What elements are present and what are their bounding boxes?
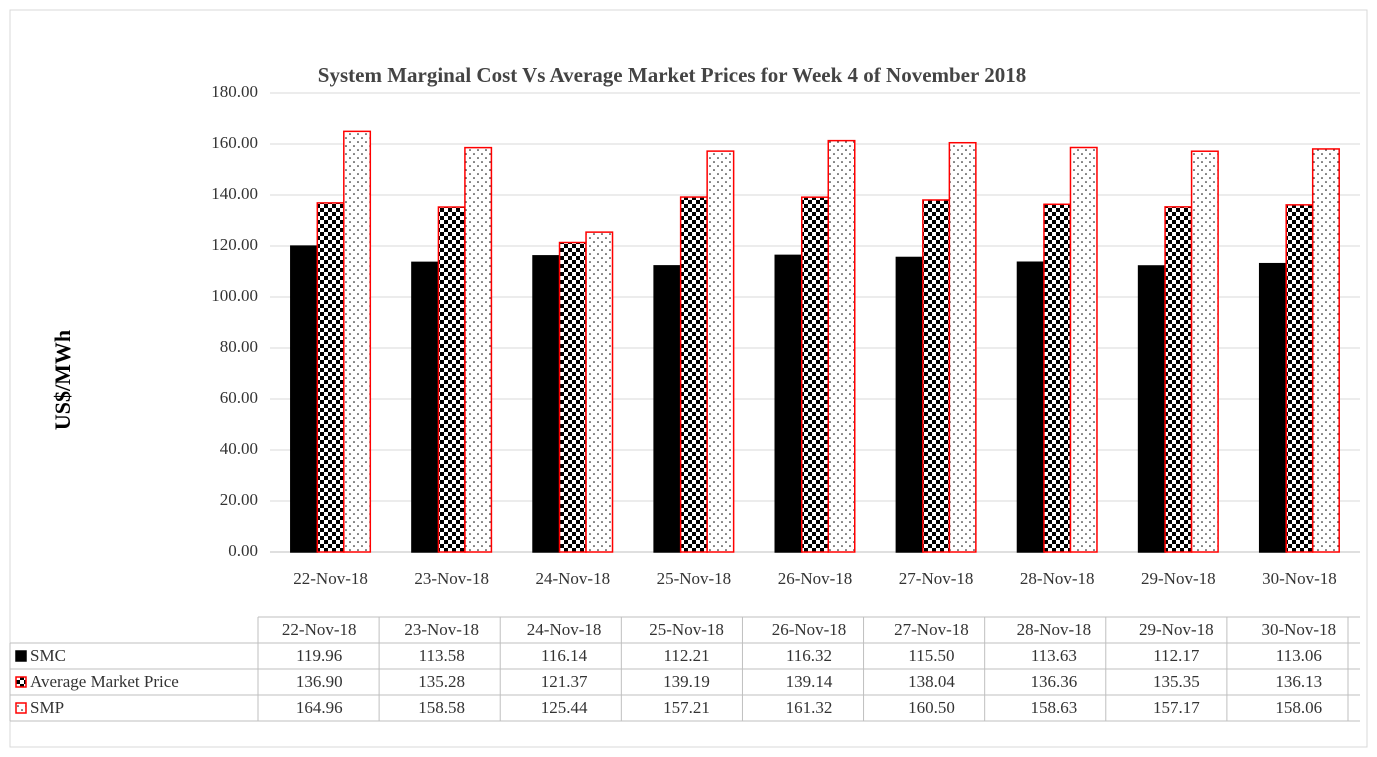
table-cell: 157.17 <box>1153 698 1200 717</box>
bar <box>1285 204 1314 553</box>
y-tick-label: 120.00 <box>211 235 258 254</box>
x-tick-label: 26-Nov-18 <box>778 569 853 588</box>
table-header: 30-Nov-18 <box>1261 620 1336 639</box>
table-cell: 116.14 <box>541 646 588 665</box>
bar <box>827 139 856 553</box>
table-header: 22-Nov-18 <box>282 620 357 639</box>
table-header: 25-Nov-18 <box>649 620 724 639</box>
bar <box>464 146 493 553</box>
bar <box>801 196 829 553</box>
bar <box>558 241 587 553</box>
table-header: 24-Nov-18 <box>527 620 602 639</box>
y-tick-label: 180.00 <box>211 82 258 101</box>
legend-key <box>15 702 27 714</box>
bar <box>1190 150 1219 553</box>
bar <box>1258 262 1287 553</box>
table-cell: 158.58 <box>418 698 465 717</box>
y-tick-label: 0.00 <box>228 541 258 560</box>
y-axis-label: US$/MWh <box>50 330 75 430</box>
table-cell: 113.63 <box>1031 646 1077 665</box>
x-tick-label: 25-Nov-18 <box>657 569 732 588</box>
y-tick-label: 140.00 <box>211 184 258 203</box>
table-cell: 161.32 <box>786 698 833 717</box>
bar <box>774 254 803 553</box>
table-cell: 135.28 <box>418 672 465 691</box>
bar <box>895 256 924 553</box>
x-tick-label: 22-Nov-18 <box>293 569 368 588</box>
bar <box>706 150 735 553</box>
table-header: 26-Nov-18 <box>772 620 847 639</box>
legend-label: SMP <box>30 698 64 717</box>
table-cell: 164.96 <box>296 698 343 717</box>
table-cell: 139.19 <box>663 672 710 691</box>
table-cell: 136.13 <box>1275 672 1322 691</box>
x-tick-label: 30-Nov-18 <box>1262 569 1337 588</box>
legend-label: SMC <box>30 646 66 665</box>
table-cell: 158.06 <box>1275 698 1322 717</box>
x-tick-label: 28-Nov-18 <box>1020 569 1095 588</box>
table-cell: 138.04 <box>908 672 955 691</box>
y-tick-label: 40.00 <box>220 439 258 458</box>
x-tick-label: 29-Nov-18 <box>1141 569 1216 588</box>
bar <box>437 206 466 553</box>
table-cell: 112.21 <box>663 646 709 665</box>
x-tick-label: 23-Nov-18 <box>414 569 489 588</box>
table-header: 29-Nov-18 <box>1139 620 1214 639</box>
table-cell: 119.96 <box>296 646 342 665</box>
table-cell: 116.32 <box>786 646 832 665</box>
legend-key <box>15 676 27 688</box>
bar <box>585 231 614 553</box>
bar <box>1069 146 1098 553</box>
y-tick-label: 60.00 <box>220 388 258 407</box>
table-header: 27-Nov-18 <box>894 620 969 639</box>
table-cell: 157.21 <box>663 698 710 717</box>
table-cell: 112.17 <box>1153 646 1200 665</box>
bar <box>1311 148 1340 553</box>
table-cell: 136.90 <box>296 672 343 691</box>
table-cell: 158.63 <box>1031 698 1078 717</box>
bar <box>948 141 977 553</box>
bar <box>411 261 440 553</box>
bar <box>532 255 561 553</box>
table-cell: 115.50 <box>908 646 954 665</box>
y-tick-label: 160.00 <box>211 133 258 152</box>
x-tick-label: 27-Nov-18 <box>899 569 974 588</box>
bar <box>1016 261 1045 553</box>
bar <box>1043 203 1072 553</box>
y-tick-label: 80.00 <box>220 337 258 356</box>
bar <box>343 130 372 553</box>
bar <box>922 199 951 553</box>
bar <box>1164 206 1193 553</box>
table-cell: 121.37 <box>541 672 588 691</box>
legend-key <box>15 650 27 662</box>
legend-label: Average Market Price <box>30 672 179 691</box>
table-header: 28-Nov-18 <box>1017 620 1092 639</box>
table-cell: 136.36 <box>1031 672 1078 691</box>
table-cell: 125.44 <box>541 698 588 717</box>
bar <box>290 245 319 553</box>
bar <box>1137 265 1166 553</box>
bar <box>653 265 682 553</box>
y-tick-label: 100.00 <box>211 286 258 305</box>
table-cell: 135.35 <box>1153 672 1200 691</box>
table-cell: 113.58 <box>419 646 465 665</box>
bar <box>679 196 708 553</box>
bar <box>316 202 345 553</box>
table-cell: 139.14 <box>786 672 833 691</box>
chart-title: System Marginal Cost Vs Average Market P… <box>318 63 1026 87</box>
x-tick-label: 24-Nov-18 <box>535 569 610 588</box>
table-cell: 160.50 <box>908 698 955 717</box>
y-tick-label: 20.00 <box>220 490 258 509</box>
table-header: 23-Nov-18 <box>404 620 479 639</box>
table-cell: 113.06 <box>1276 646 1322 665</box>
